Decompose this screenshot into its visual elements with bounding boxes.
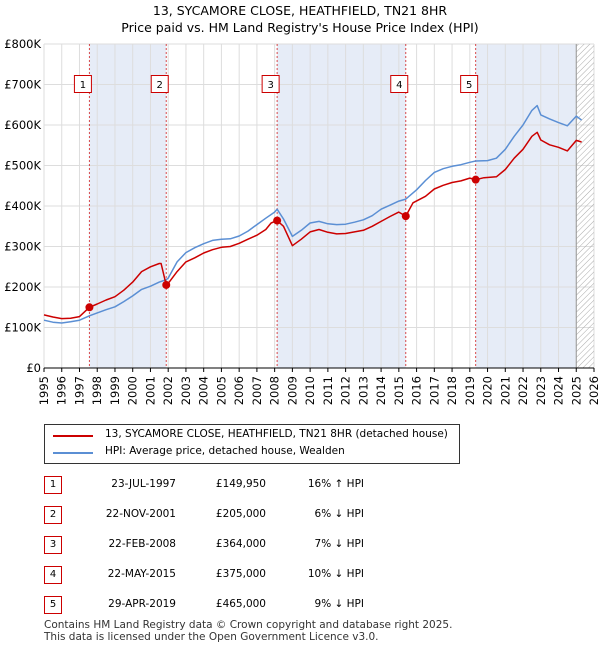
sale-number-label: 3 [267,80,273,91]
x-tick-label: 2007 [250,376,264,405]
y-tick-label: £300K [4,240,41,254]
sale-hpi-diff: 6% ↓ HPI [314,508,364,520]
x-tick-label: 2009 [285,376,299,405]
x-tick-label: 2013 [356,376,370,405]
x-tick-label: 1999 [108,376,122,405]
y-tick-label: £100K [4,321,41,335]
sale-date: 22-FEB-2008 [108,538,176,550]
sale-number-label: 5 [466,80,472,91]
sale-number-box [73,75,92,93]
x-tick-label: 2003 [179,376,193,405]
sale-hpi-diff: 9% ↓ HPI [314,598,364,610]
sale-hpi-diff: 16% ↑ HPI [307,478,364,490]
sale-price: £364,000 [215,538,266,550]
sale-price: £465,000 [215,598,266,610]
x-tick-label: 2015 [392,376,406,405]
x-tick-label: 2023 [534,376,548,405]
table-row: 5 29-APR-2019 £465,000 9% ↓ HPI [44,596,444,616]
sale-price: £205,000 [215,508,266,520]
legend-swatch-hpi [53,452,93,454]
sale-number-label: 4 [396,80,402,91]
sale-point [162,280,171,289]
x-tick-label: 2005 [214,376,228,405]
sale-point [471,175,480,184]
sale-number-box [261,75,280,93]
sale-number-badge: 4 [44,566,62,584]
chart-subtitle: Price paid vs. HM Land Registry's House … [121,20,479,35]
legend-label-hpi: HPI: Average price, detached house, Weal… [105,445,345,457]
x-tick-label: 2004 [197,376,211,405]
x-tick-label: 2010 [303,376,317,405]
sale-number-badge: 1 [44,476,62,494]
sale-number-badge: 5 [44,596,62,614]
x-tick-label: 2016 [410,376,424,405]
x-tick-label: 2014 [374,376,388,405]
y-tick-label: £600K [4,118,41,132]
x-tick-label: 2018 [445,376,459,405]
x-tick-label: 2008 [268,376,282,405]
y-tick-label: £0 [26,361,41,375]
sale-point [85,303,94,312]
property-price-line [43,131,582,320]
sale-date: 22-MAY-2015 [107,568,176,580]
sale-number-box [460,75,479,93]
x-tick-label: 2022 [516,376,530,405]
hpi-line [43,104,583,324]
x-tick-label: 1995 [37,376,51,405]
chart-title: 13, SYCAMORE CLOSE, HEATHFIELD, TN21 8HR [152,3,448,18]
sale-hpi-diff: 7% ↓ HPI [314,538,364,550]
sale-date: 22-NOV-2001 [105,508,176,520]
x-tick-label: 2025 [569,376,583,405]
legend-swatch-property [53,435,93,437]
sale-hpi-diff: 10% ↓ HPI [307,568,364,580]
y-tick-label: £700K [4,78,41,92]
x-tick-label: 2006 [232,376,246,405]
x-tick-label: 1997 [72,376,86,405]
footer-line-1: Contains HM Land Registry data © Crown c… [44,619,453,631]
y-tick-label: £500K [4,159,41,173]
y-tick-label: £200K [4,280,41,294]
footer-line-2: This data is licensed under the Open Gov… [44,631,379,643]
footer-credits: Contains HM Land Registry data © Crown c… [44,619,452,643]
sale-number-badge: 2 [44,506,62,524]
y-tick-label: £800K [4,37,41,51]
legend-label-property: 13, SYCAMORE CLOSE, HEATHFIELD, TN21 8HR… [105,428,448,440]
sale-price: £149,950 [215,478,266,490]
x-tick-label: 2002 [161,376,175,405]
table-row: 4 22-MAY-2015 £375,000 10% ↓ HPI [44,566,444,586]
x-tick-label: 1998 [90,376,104,405]
x-tick-label: 2021 [498,376,512,405]
sale-number-box [390,75,409,93]
sale-date: 23-JUL-1997 [111,478,176,490]
x-tick-label: 2001 [143,376,157,405]
sale-date: 29-APR-2019 [108,598,176,610]
x-tick-label: 2012 [339,376,353,405]
table-row: 2 22-NOV-2001 £205,000 6% ↓ HPI [44,506,444,526]
x-tick-label: 2026 [587,376,600,405]
sale-price: £375,000 [215,568,266,580]
x-tick-label: 1996 [55,376,69,405]
y-tick-label: £400K [4,199,41,213]
sale-number-badge: 3 [44,536,62,554]
sale-number-box [150,75,169,93]
x-tick-label: 2000 [126,376,140,405]
x-tick-label: 2019 [463,376,477,405]
x-tick-label: 2011 [321,376,335,405]
sale-point [273,216,282,225]
sale-number-label: 1 [80,80,86,91]
x-tick-label: 2017 [427,376,441,405]
price-chart: 1 2 3 4 5 £0 £100K £200K £300K £400K £500K £600K £7… [4,37,600,405]
table-row: 1 23-JUL-1997 £149,950 16% ↑ HPI [44,476,444,496]
chart-legend: 13, SYCAMORE CLOSE, HEATHFIELD, TN21 8HR… [44,424,460,464]
table-row: 3 22-FEB-2008 £364,000 7% ↓ HPI [44,536,444,556]
sale-number-label: 2 [157,80,163,91]
forecast-hatch [576,44,594,368]
x-tick-label: 2020 [481,376,495,405]
x-tick-label: 2024 [552,376,566,405]
sale-point [401,212,410,221]
